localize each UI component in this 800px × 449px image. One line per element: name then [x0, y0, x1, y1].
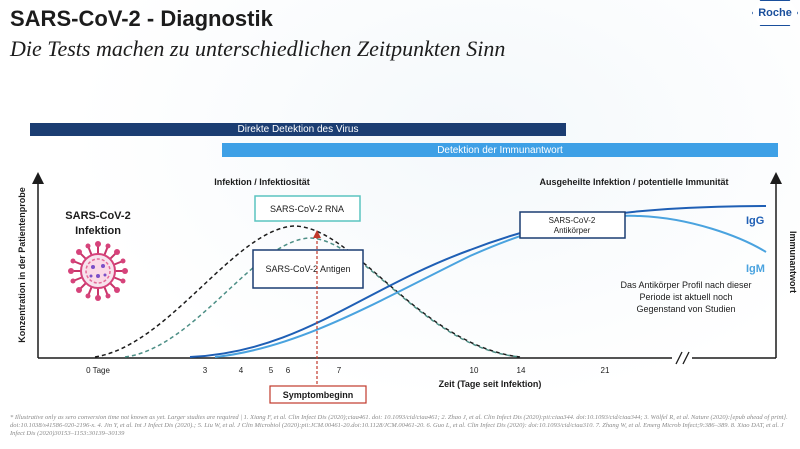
infection-label-line2: Infektion: [75, 225, 121, 237]
x-tick-label: 14: [517, 366, 526, 375]
symptom-onset-arrow: [313, 230, 321, 238]
x-tick-label: 21: [601, 366, 610, 375]
antibody-note-line3: Gegenstand von Studien: [636, 304, 735, 314]
symptom-label-box: [269, 385, 367, 404]
footnote: * Illustrative only as sero conversion t…: [10, 414, 788, 437]
immune-detection-bar: Detektion der Immunantwort: [222, 143, 778, 157]
igg-label: IgG: [746, 215, 764, 227]
axis-break-mark: [675, 351, 683, 365]
antibody-note-line1: Das Antikörper Profil nach dieser: [620, 280, 751, 290]
phase-label-infection: Infektion / Infektiosität: [214, 177, 310, 187]
igm-label: IgM: [746, 263, 765, 275]
series-rna-line: [94, 225, 521, 358]
y-axis-right-label: Immunantwort: [788, 231, 798, 293]
roche-logo: Roche: [752, 0, 798, 26]
antibody-note-line2: Periode ist aktuell noch: [639, 292, 732, 302]
axis-break-mark: [682, 351, 690, 365]
x-tick-label: 10: [470, 366, 479, 375]
antigen-label-box: [252, 249, 364, 289]
antibody-label-line1: SARS-CoV-2: [549, 216, 596, 225]
x-tick-label: 5: [269, 366, 274, 375]
phase-label-immunity: Ausgeheilte Infektion / potentielle Immu…: [539, 177, 728, 187]
page-subtitle: Die Tests machen zu unterschiedlichen Ze…: [10, 36, 506, 61]
series-antigen-line: [124, 237, 521, 358]
infection-label-line1: SARS-CoV-2: [65, 210, 130, 222]
page-title: SARS-CoV-2 - Diagnostik: [10, 6, 273, 31]
x-tick-label: 0 Tage: [86, 366, 110, 375]
y-axis-label: Konzentration in der Patientenprobe: [17, 187, 27, 343]
direct-detection-label: Direkte Detektion des Virus: [237, 124, 359, 135]
x-axis-label: Zeit (Tage seit Infektion): [439, 379, 542, 389]
antigen-label: SARS-CoV-2 Antigen: [265, 264, 350, 274]
symptom-label: Symptombeginn: [283, 390, 354, 400]
x-tick-label: 7: [337, 366, 342, 375]
direct-detection-bar: Direkte Detektion des Virus: [30, 123, 566, 136]
rna-label: SARS-CoV-2 RNA: [270, 204, 344, 214]
immune-detection-label: Detektion der Immunantwort: [437, 144, 563, 156]
x-tick-label: 4: [239, 366, 244, 375]
x-tick-label: 3: [203, 366, 208, 375]
x-tick-label: 6: [286, 366, 291, 375]
series-igg-line: [189, 205, 767, 358]
antibody-label-box: [519, 211, 626, 239]
rna-label-box: [254, 195, 361, 222]
antibody-label-line2: Antikörper: [554, 226, 591, 235]
virus-icon: [68, 241, 128, 301]
